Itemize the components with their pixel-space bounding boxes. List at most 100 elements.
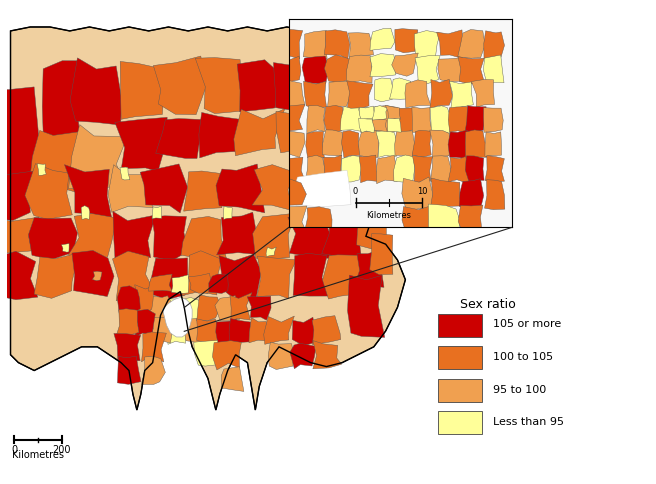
Text: 200: 200 [52,445,71,455]
Polygon shape [472,79,495,107]
Polygon shape [148,317,173,343]
Polygon shape [294,170,351,207]
Polygon shape [430,130,451,158]
Polygon shape [114,333,140,361]
Text: 95 to 100: 95 to 100 [493,384,546,394]
Text: 0: 0 [11,445,18,455]
Polygon shape [348,33,373,59]
Polygon shape [304,207,332,232]
Polygon shape [10,27,405,410]
Polygon shape [141,356,165,384]
Polygon shape [388,118,401,132]
Polygon shape [324,106,344,134]
Polygon shape [323,167,360,211]
Polygon shape [359,118,375,133]
Polygon shape [483,31,504,59]
Polygon shape [155,119,201,158]
Polygon shape [306,132,324,158]
Polygon shape [290,343,316,369]
Polygon shape [324,30,350,59]
Polygon shape [274,62,324,113]
Polygon shape [307,106,325,134]
Polygon shape [69,124,127,189]
Text: Sex ratio: Sex ratio [460,298,516,311]
Bar [438,378,482,402]
Polygon shape [272,80,305,108]
Polygon shape [268,342,294,369]
Polygon shape [394,155,415,182]
Polygon shape [312,316,340,345]
Polygon shape [194,340,222,366]
Polygon shape [270,206,307,231]
Polygon shape [0,170,37,221]
Polygon shape [438,58,462,82]
Polygon shape [154,56,206,115]
Polygon shape [293,253,329,296]
Polygon shape [221,367,244,392]
Polygon shape [304,81,327,109]
Polygon shape [340,106,362,132]
Text: 10: 10 [417,187,428,196]
Polygon shape [219,254,261,301]
Polygon shape [412,107,432,133]
Polygon shape [395,29,418,53]
Polygon shape [394,108,414,133]
Polygon shape [113,251,155,301]
Polygon shape [148,274,173,291]
Polygon shape [209,274,228,293]
Text: 0: 0 [353,187,358,196]
Polygon shape [108,165,153,212]
Polygon shape [370,28,395,50]
Polygon shape [303,30,327,59]
Polygon shape [257,256,297,299]
Polygon shape [34,253,79,298]
Polygon shape [358,130,379,157]
Polygon shape [342,131,360,158]
Polygon shape [437,30,462,59]
Polygon shape [483,55,504,83]
Text: Less than 95: Less than 95 [493,417,564,427]
Polygon shape [0,213,39,255]
Polygon shape [234,108,285,156]
Polygon shape [152,216,189,261]
Polygon shape [0,251,38,300]
Polygon shape [249,318,268,343]
Polygon shape [92,271,102,281]
Polygon shape [181,216,227,259]
Polygon shape [81,206,90,220]
Bar [438,314,482,337]
Polygon shape [213,341,241,370]
Polygon shape [171,275,189,293]
Polygon shape [195,58,242,114]
Polygon shape [325,55,351,83]
Polygon shape [272,131,305,157]
Polygon shape [216,212,258,255]
Polygon shape [413,155,432,183]
Polygon shape [274,56,301,82]
Polygon shape [197,319,219,343]
Polygon shape [216,164,265,213]
Polygon shape [266,247,276,257]
Polygon shape [197,295,220,321]
Polygon shape [314,109,357,155]
Polygon shape [274,105,305,131]
Polygon shape [390,78,411,99]
Polygon shape [134,285,154,313]
Polygon shape [430,156,451,183]
Polygon shape [274,179,306,209]
Polygon shape [449,81,474,109]
Polygon shape [359,155,380,182]
Polygon shape [376,131,398,157]
Polygon shape [37,164,46,175]
Polygon shape [150,296,173,320]
Polygon shape [402,177,434,211]
Polygon shape [152,206,161,219]
Polygon shape [0,87,39,202]
Text: 105 or more: 105 or more [493,319,562,330]
Polygon shape [372,106,388,121]
Polygon shape [142,332,167,362]
Polygon shape [117,356,141,384]
Polygon shape [140,164,188,213]
Polygon shape [29,131,86,193]
Polygon shape [370,234,393,275]
